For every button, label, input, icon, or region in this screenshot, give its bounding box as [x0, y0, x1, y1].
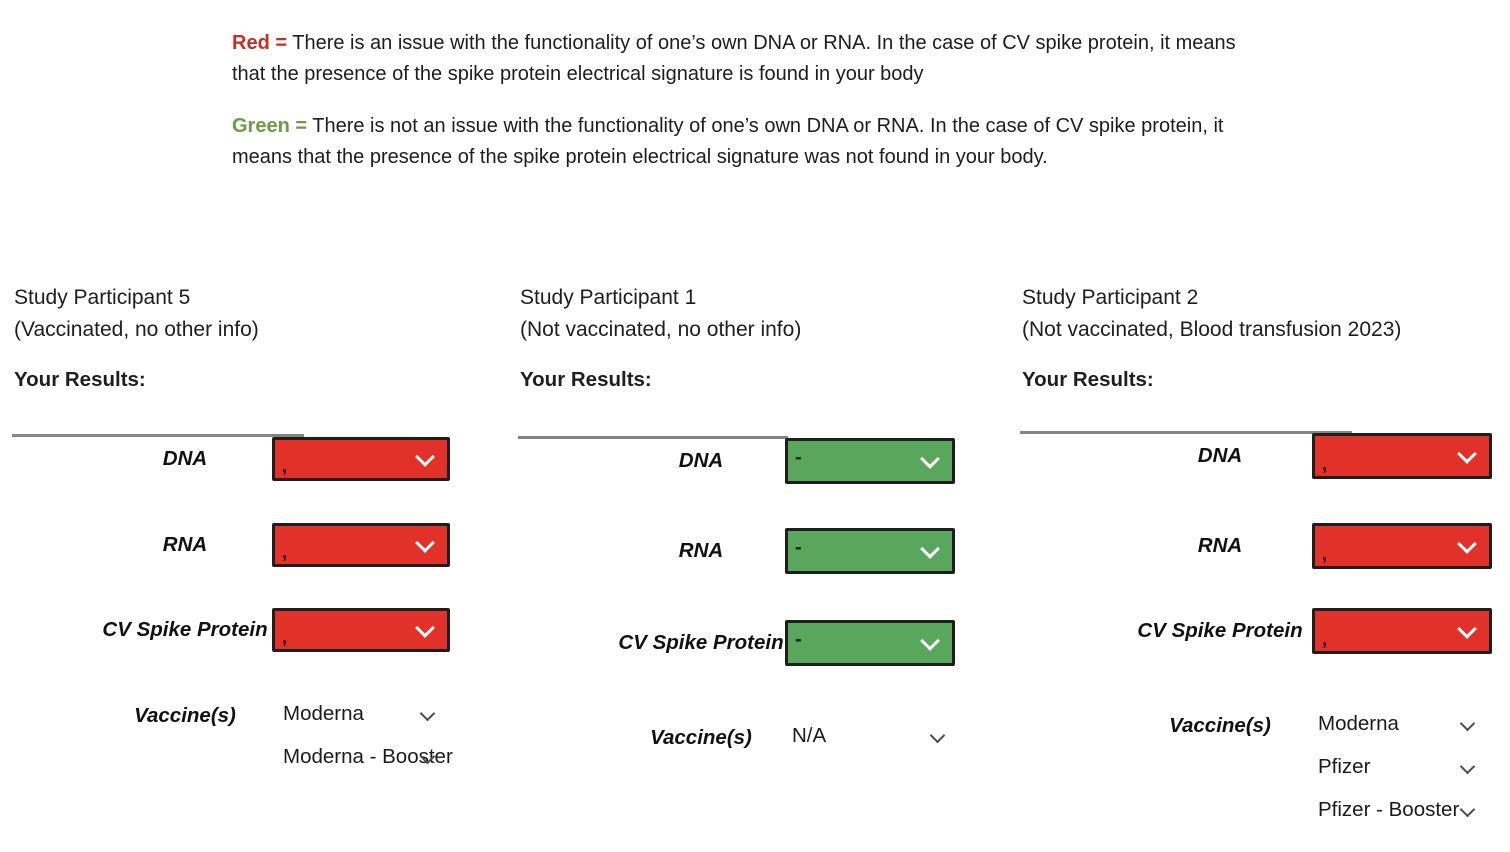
red-legend-paragraph: Red = There is an issue with the functio…: [232, 28, 1247, 90]
dropdown-value: ,: [1322, 544, 1328, 564]
participant-subtitle: (Vaccinated, no other info): [14, 318, 259, 341]
vaccine-dropdown[interactable]: Moderna: [283, 702, 476, 734]
vaccine-dropdown[interactable]: Pfizer: [1318, 755, 1510, 787]
vaccine-value: Pfizer: [1318, 755, 1371, 778]
vaccine-value: Moderna: [1318, 712, 1399, 735]
divider-line: [1020, 431, 1352, 434]
cv-spike-protein-dropdown[interactable]: -: [785, 620, 955, 666]
chevron-down-icon: [920, 539, 940, 559]
chevron-down-icon: [1457, 534, 1477, 554]
result-row-cv-spike: CV Spike Protein ,: [1022, 608, 1510, 654]
chevron-down-icon: [415, 447, 435, 467]
result-row-rna: RNA -: [520, 528, 972, 574]
vaccine-dropdown[interactable]: Moderna - Booster: [283, 745, 476, 777]
vaccine-dropdown[interactable]: Moderna: [1318, 712, 1510, 744]
dropdown-value: -: [795, 446, 802, 469]
dropdown-value: ,: [282, 456, 288, 476]
rna-dropdown[interactable]: ,: [1312, 523, 1492, 569]
dropdown-value: ,: [1322, 629, 1328, 649]
chevron-down-icon: [1457, 619, 1477, 639]
result-row-label: CV Spike Protein: [618, 631, 784, 654]
vaccine-value: Moderna - Booster: [283, 745, 453, 768]
rna-dropdown[interactable]: -: [785, 528, 955, 574]
chevron-down-icon: [920, 631, 940, 651]
green-legend-term: Green =: [232, 115, 308, 137]
result-row-label: RNA: [678, 539, 724, 562]
participant-title: Study Participant 2: [1022, 286, 1199, 309]
result-row-label: DNA: [162, 447, 208, 470]
participant-title: Study Participant 1: [520, 286, 697, 309]
result-row-label: CV Spike Protein: [1137, 619, 1303, 642]
dropdown-value: ,: [1322, 454, 1328, 474]
vaccine-label: Vaccine(s): [134, 704, 236, 727]
result-row-rna: RNA ,: [14, 523, 476, 567]
red-legend-term: Red =: [232, 32, 288, 54]
color-legend: Red = There is an issue with the functio…: [232, 28, 1247, 194]
chevron-down-icon: [419, 705, 436, 722]
vaccine-value: Moderna: [283, 702, 364, 725]
results-heading: Your Results:: [14, 368, 146, 391]
results-heading: Your Results:: [1022, 368, 1154, 391]
result-row-cv-spike: CV Spike Protein -: [520, 620, 972, 666]
vaccine-dropdown[interactable]: Pfizer - Booster: [1318, 798, 1510, 830]
dna-dropdown[interactable]: -: [785, 438, 955, 484]
result-row-dna: DNA ,: [1022, 433, 1510, 479]
green-legend-text: There is not an issue with the functiona…: [232, 115, 1224, 168]
dropdown-value: -: [795, 536, 802, 559]
divider-line: [518, 436, 788, 439]
rna-dropdown[interactable]: ,: [272, 523, 450, 567]
cv-spike-protein-dropdown[interactable]: ,: [1312, 608, 1492, 654]
dropdown-value: ,: [282, 542, 288, 562]
chevron-down-icon: [415, 618, 435, 638]
green-legend-paragraph: Green = There is not an issue with the f…: [232, 111, 1247, 173]
result-row-cv-spike: CV Spike Protein ,: [14, 608, 476, 652]
chevron-down-icon: [1459, 758, 1476, 775]
chevron-down-icon: [1457, 444, 1477, 464]
chevron-down-icon: [415, 533, 435, 553]
dna-dropdown[interactable]: ,: [272, 437, 450, 481]
result-row-dna: DNA -: [520, 438, 972, 484]
vaccine-dropdown[interactable]: N/A: [792, 724, 972, 756]
divider-line: [12, 434, 304, 437]
result-row-rna: RNA ,: [1022, 523, 1510, 569]
result-row-label: RNA: [162, 533, 208, 556]
result-row-dna: DNA ,: [14, 437, 476, 481]
participant-title: Study Participant 5: [14, 286, 191, 309]
chevron-down-icon: [929, 727, 946, 744]
participant-subtitle: (Not vaccinated, no other info): [520, 318, 802, 341]
vaccine-label: Vaccine(s): [1169, 714, 1271, 737]
result-row-label: RNA: [1197, 534, 1243, 557]
vaccine-label: Vaccine(s): [650, 726, 752, 749]
result-row-label: CV Spike Protein: [102, 618, 268, 641]
vaccine-value: Pfizer - Booster: [1318, 798, 1460, 821]
chevron-down-icon: [1459, 801, 1476, 818]
result-row-label: DNA: [678, 449, 724, 472]
vaccine-value: N/A: [792, 724, 827, 747]
cv-spike-protein-dropdown[interactable]: ,: [272, 608, 450, 652]
chevron-down-icon: [920, 449, 940, 469]
dropdown-value: ,: [282, 627, 288, 647]
result-row-label: DNA: [1197, 444, 1243, 467]
dropdown-value: -: [795, 628, 802, 651]
dna-dropdown[interactable]: ,: [1312, 433, 1492, 479]
participant-subtitle: (Not vaccinated, Blood transfusion 2023): [1022, 318, 1402, 341]
red-legend-text: There is an issue with the functionality…: [232, 32, 1236, 85]
results-heading: Your Results:: [520, 368, 652, 391]
chevron-down-icon: [1459, 715, 1476, 732]
